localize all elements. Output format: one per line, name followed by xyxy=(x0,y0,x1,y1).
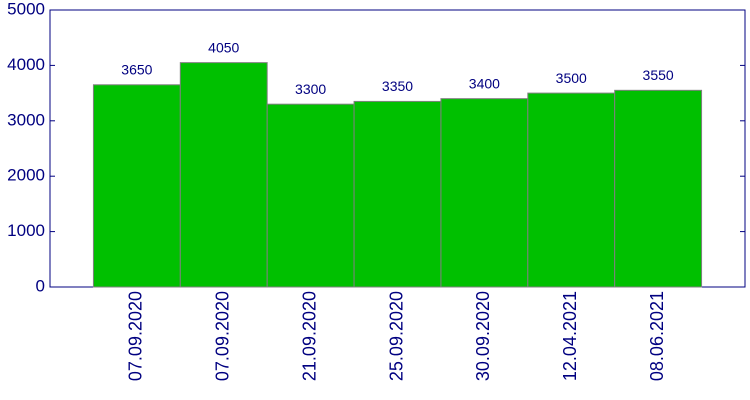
value-label: 3350 xyxy=(382,78,413,94)
bar xyxy=(92,84,181,288)
bar xyxy=(614,89,703,288)
value-label: 3550 xyxy=(643,67,674,83)
bar xyxy=(440,98,529,288)
x-tick-label: 07.09.2020 xyxy=(126,291,146,381)
y-tick-label: 0 xyxy=(36,276,45,295)
x-tick-label: 30.09.2020 xyxy=(473,291,493,381)
x-tick-label: 25.09.2020 xyxy=(386,291,406,381)
y-tick-label: 4000 xyxy=(7,55,45,74)
x-tick-label: 07.09.2020 xyxy=(213,291,233,381)
value-label: 3500 xyxy=(556,70,587,86)
bar xyxy=(179,62,268,288)
x-tick-label: 21.09.2020 xyxy=(299,291,319,381)
value-label: 3400 xyxy=(469,75,500,91)
value-label: 3650 xyxy=(121,61,152,77)
value-label: 3300 xyxy=(295,81,326,97)
y-tick-label: 2000 xyxy=(7,166,45,185)
y-tick-label: 3000 xyxy=(7,110,45,129)
x-tick-label: 08.06.2021 xyxy=(647,291,667,381)
bar xyxy=(266,103,355,288)
y-tick-label: 5000 xyxy=(7,0,45,18)
bar xyxy=(527,92,616,288)
y-tick-label: 1000 xyxy=(7,221,45,240)
bar xyxy=(353,100,442,288)
value-label: 4050 xyxy=(208,39,239,55)
x-tick-label: 12.04.2021 xyxy=(560,291,580,381)
